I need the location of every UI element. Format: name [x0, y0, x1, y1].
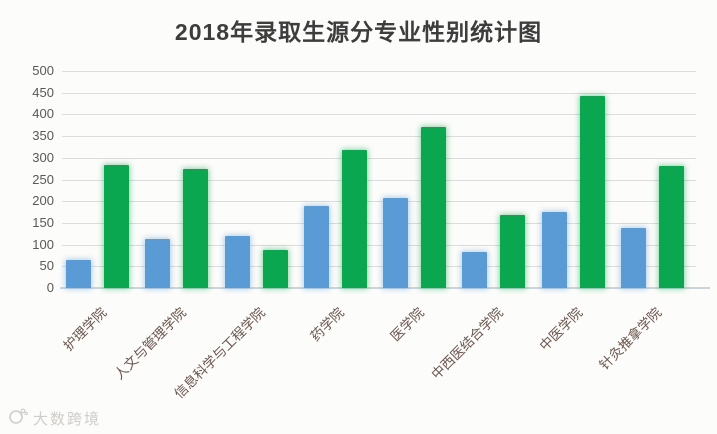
- y-tick-label-200: 200: [32, 193, 54, 209]
- x-axis-baseline: [60, 287, 710, 289]
- x-category-label-6: 中医学院: [536, 304, 585, 354]
- y-tick-label-150: 150: [32, 214, 54, 230]
- y-tick-label-300: 300: [32, 149, 54, 165]
- y-tick-label-0: 0: [46, 280, 54, 295]
- bar-blue-series-药学院: [303, 205, 329, 288]
- bar-green-series-信息科学与工程学院: [262, 250, 288, 288]
- x-category-label-1: 人文与管理学院: [111, 304, 189, 383]
- bar-blue-series-护理学院: [66, 259, 91, 288]
- gridline-150: [62, 222, 696, 224]
- y-tick-label-400: 400: [32, 106, 54, 122]
- x-category-label-5: 中西医结合学院: [428, 304, 506, 383]
- gridline-450: [62, 92, 696, 94]
- chart-title: 2018年录取生源分专业性别统计图: [174, 19, 543, 45]
- bar-green-series-人文与管理学院: [183, 168, 209, 288]
- bar-green-series-针灸推拿学院: [658, 166, 684, 288]
- y-tick-label-100: 100: [32, 236, 54, 252]
- bar-blue-series-医学院: [383, 198, 408, 288]
- watermark: 大数跨境: [8, 407, 101, 429]
- gridline-500: [62, 71, 696, 72]
- bar-green-series-药学院: [341, 150, 367, 288]
- watermark-logo-icon: [8, 407, 28, 429]
- bar-green-series-医学院: [421, 127, 446, 288]
- gridline-200: [62, 201, 696, 203]
- bar-green-series-中医学院: [579, 95, 605, 288]
- gridline-350: [62, 136, 696, 138]
- gridline-100: [62, 244, 696, 246]
- bar-blue-series-中西医结合学院: [462, 252, 488, 288]
- gridline-400: [62, 114, 696, 116]
- bar-blue-series-信息科学与工程学院: [224, 235, 250, 288]
- bar-blue-series-中医学院: [541, 211, 567, 288]
- y-tick-label-50: 50: [39, 258, 54, 274]
- bar-blue-series-人文与管理学院: [145, 239, 171, 288]
- y-tick-label-450: 450: [32, 84, 54, 100]
- gridline-50: [62, 266, 696, 268]
- x-category-label-4: 医学院: [387, 304, 427, 345]
- x-category-label-3: 药学院: [307, 304, 348, 345]
- x-category-label-0: 护理学院: [60, 304, 110, 354]
- gridline-300: [62, 157, 696, 159]
- y-tick-label-500: 500: [32, 63, 54, 78]
- y-tick-label-250: 250: [32, 171, 54, 187]
- x-category-label-7: 针灸推拿学院: [596, 304, 665, 373]
- plot-area: 护理学院 人文与管理学院 信息科学与工程学院 药学院 医学院 中西医结合学院 中医学院 针灸推…: [60, 71, 710, 401]
- gridline-250: [62, 179, 696, 181]
- bar-green-series-中西医结合学院: [500, 215, 526, 288]
- watermark-text: 大数跨境: [33, 410, 102, 428]
- bar-green-series-护理学院: [104, 165, 129, 288]
- y-tick-label-350: 350: [32, 128, 54, 144]
- bar-blue-series-针灸推拿学院: [620, 228, 646, 288]
